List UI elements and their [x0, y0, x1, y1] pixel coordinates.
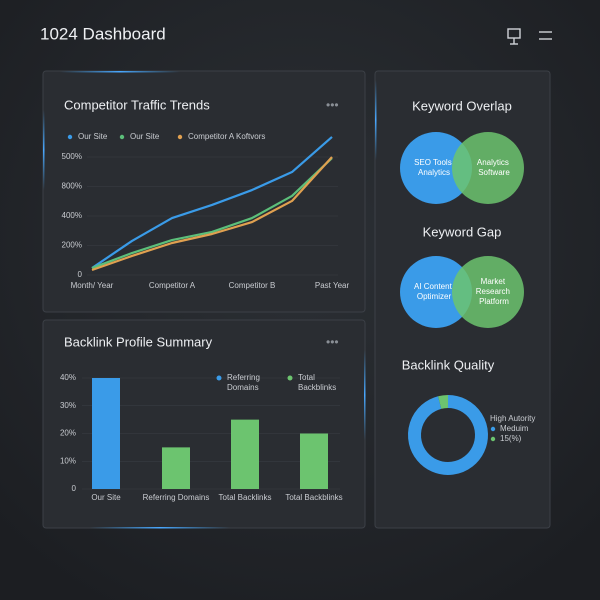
y-tick-label: 800%: [62, 182, 82, 191]
legend-title: High Autority: [490, 414, 535, 423]
glow: [364, 350, 366, 440]
venn-label: SEO Tools Analytics: [414, 158, 454, 177]
y-tick-label: 20%: [60, 429, 76, 438]
more-button[interactable]: •••: [326, 98, 339, 112]
legend-label: Our Site: [130, 132, 160, 141]
bar: [162, 447, 190, 489]
glow: [90, 527, 230, 529]
y-tick-label: 500%: [62, 152, 82, 161]
glow: [43, 110, 45, 190]
x-tick-label: Total Backlinks: [219, 493, 272, 502]
legend-label: Total Backblinks: [298, 373, 336, 392]
panel-title: Backlink Profile Summary: [64, 334, 213, 349]
panel-title: Competitor Traffic Trends: [64, 97, 210, 112]
legend-swatch: [216, 375, 222, 381]
more-button[interactable]: •••: [326, 335, 339, 349]
y-tick-label: 400%: [62, 211, 82, 220]
x-tick-label: Competitor A: [149, 281, 196, 290]
series-line: [91, 136, 333, 269]
y-tick-label: 30%: [60, 401, 76, 410]
venn-label: AI Content Optimizer: [414, 282, 454, 301]
y-tick-label: 40%: [60, 373, 76, 382]
venn-set: [400, 256, 472, 328]
venn-set: [400, 132, 472, 204]
legend-swatch: [67, 134, 73, 140]
x-tick-label: Total Backblinks: [285, 493, 342, 502]
monitor-icon[interactable]: [507, 28, 521, 45]
panel-title: Keyword Overlap: [412, 98, 512, 113]
menu-icon[interactable]: [539, 31, 552, 40]
legend-label: 15(%): [500, 434, 522, 443]
legend-swatch: [119, 134, 125, 140]
y-tick-label: 200%: [62, 241, 82, 250]
panel-title: Keyword Gap: [423, 224, 502, 239]
venn-set: [452, 132, 524, 204]
traffic-panel: [42, 70, 366, 313]
panel-title: Backlink Quality: [402, 357, 495, 372]
series-line: [91, 157, 333, 270]
x-tick-label: Competitor B: [229, 281, 276, 290]
bar: [92, 378, 120, 489]
legend-label: Referring Domains: [227, 373, 262, 392]
y-tick-label: 0: [72, 484, 77, 493]
donut-slice: [438, 395, 449, 409]
x-tick-label: Month/ Year: [71, 281, 114, 290]
venn-label: Market Research Platform: [476, 277, 512, 306]
y-tick-label: 0: [78, 270, 83, 279]
glow: [60, 71, 180, 73]
legend-swatch: [177, 134, 183, 140]
bar: [231, 419, 259, 489]
legend-swatch: [490, 426, 496, 432]
app-title: 1024 Dashboard: [40, 24, 166, 43]
bar: [300, 433, 328, 489]
legend-label: Competitor A Koftvors: [188, 132, 265, 141]
legend-swatch: [287, 375, 293, 381]
y-tick-label: 10%: [60, 456, 76, 465]
legend-label: Our Site: [78, 132, 108, 141]
x-tick-label: Our Site: [91, 493, 121, 502]
donut-slice: [408, 395, 488, 475]
x-tick-label: Past Year: [315, 281, 350, 290]
series-line: [91, 156, 333, 272]
venn-label: Analytics Software: [477, 158, 511, 177]
glow: [375, 80, 377, 160]
x-tick-label: Referring Domains: [143, 493, 210, 502]
legend-swatch: [490, 436, 496, 442]
venn-set: [452, 256, 524, 328]
legend-label: Meduim: [500, 424, 529, 433]
